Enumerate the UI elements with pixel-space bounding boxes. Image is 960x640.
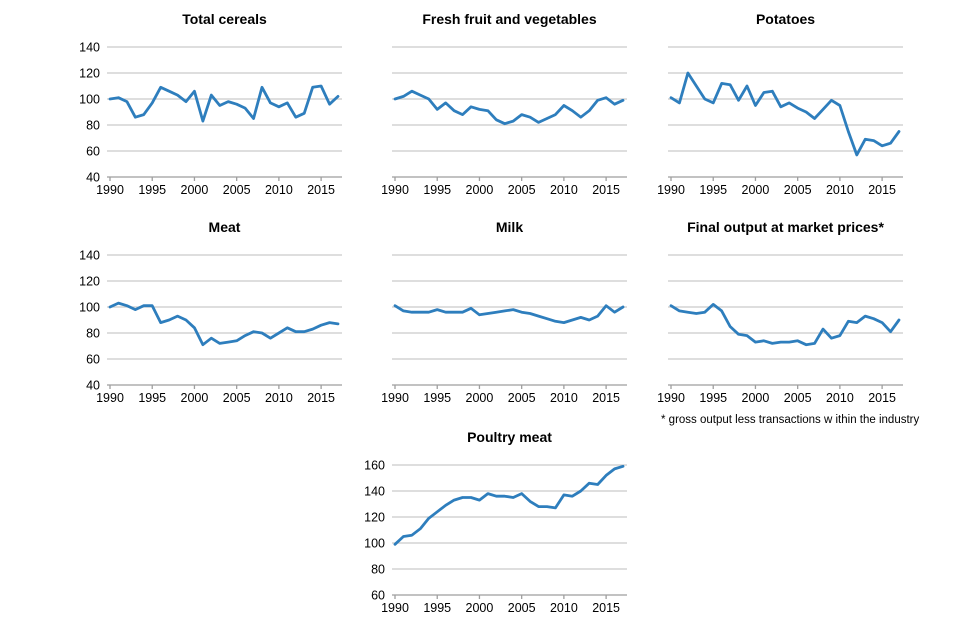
x-tick-label: 2000 <box>466 601 494 615</box>
line-plot: 1990 1995 2000 2005 2010 2015 <box>381 254 627 405</box>
chart-title: Fresh fruit and vegetables <box>422 11 597 27</box>
chart-meat: Meat 140 120 100 80 60 40 1990 1995 2000 2005 2010… <box>63 218 342 411</box>
x-tick-label: 1990 <box>96 183 124 197</box>
y-tick-label: 60 <box>371 589 385 603</box>
chart-title: Meat <box>208 219 241 235</box>
y-tick-label: 60 <box>86 353 100 367</box>
x-tick-label: 2010 <box>265 391 293 405</box>
chart-poultry-meat: Poultry meat 160 140 120 100 80 60 1990 1995 200… <box>348 428 627 621</box>
x-tick-label: 2015 <box>307 183 335 197</box>
y-tick-label: 40 <box>86 379 100 393</box>
chart-title: Milk <box>495 219 524 235</box>
x-tick-label: 2010 <box>826 391 854 405</box>
x-tick-label: 2005 <box>784 183 812 197</box>
x-tick-label: 2015 <box>307 391 335 405</box>
y-tick-label: 60 <box>86 145 100 159</box>
x-tick-label: 2010 <box>550 391 578 405</box>
line-plot: 1990 1995 2000 2005 2010 2015 <box>657 46 903 197</box>
x-tick-label: 2000 <box>181 183 209 197</box>
x-tick-label: 1995 <box>699 183 727 197</box>
x-tick-label: 1990 <box>657 183 685 197</box>
y-tick-label: 140 <box>79 249 100 263</box>
y-tick-label: 160 <box>364 459 385 473</box>
x-tick-label: 2005 <box>784 391 812 405</box>
x-tick-label: 2005 <box>508 391 536 405</box>
y-tick-label: 100 <box>364 537 385 551</box>
x-tick-label: 2000 <box>181 391 209 405</box>
y-tick-label: 120 <box>79 275 100 289</box>
chart-title: Poultry meat <box>467 429 552 445</box>
y-tick-label: 120 <box>79 67 100 81</box>
chart-final-output-at-market-prices: Final output at market prices* 1990 1995 2… <box>624 218 903 411</box>
y-tick-label: 100 <box>79 93 100 107</box>
y-tick-label: 100 <box>79 301 100 315</box>
y-tick-label: 140 <box>79 41 100 55</box>
y-tick-label: 120 <box>364 511 385 525</box>
x-tick-label: 2015 <box>592 183 620 197</box>
x-tick-label: 2015 <box>868 391 896 405</box>
y-tick-label: 40 <box>86 171 100 185</box>
x-tick-label: 2005 <box>508 601 536 615</box>
x-tick-label: 1990 <box>381 391 409 405</box>
x-tick-label: 2010 <box>550 601 578 615</box>
x-tick-label: 2005 <box>508 183 536 197</box>
series-line <box>669 71 901 157</box>
y-tick-label: 80 <box>86 327 100 341</box>
x-tick-label: 2005 <box>223 391 251 405</box>
chart-title: Final output at market prices* <box>687 219 884 235</box>
chart-title: Total cereals <box>182 11 267 27</box>
x-tick-label: 2015 <box>868 183 896 197</box>
series-line <box>108 84 340 123</box>
x-tick-label: 2000 <box>742 183 770 197</box>
series-line <box>669 303 901 347</box>
x-tick-label: 1990 <box>657 391 685 405</box>
x-tick-label: 2010 <box>826 183 854 197</box>
x-tick-label: 1995 <box>138 391 166 405</box>
y-tick-label: 80 <box>86 119 100 133</box>
chart-total-cereals: Total cereals 140 120 100 80 60 40 1990 1995 200… <box>63 10 342 203</box>
chart-milk: Milk 1990 1995 2000 2005 2010 2015 <box>348 218 627 411</box>
chart-potatoes: Potatoes 1990 1995 2000 2005 2010 2015 <box>624 10 903 203</box>
x-tick-label: 1995 <box>699 391 727 405</box>
footnote: * gross output less transactions w ithin… <box>661 414 920 426</box>
chart-fresh-fruit-and-vegetables: Fresh fruit and vegetables 1990 1995 2000 2… <box>348 10 627 203</box>
x-tick-label: 2005 <box>223 183 251 197</box>
x-tick-label: 1995 <box>138 183 166 197</box>
x-tick-label: 1990 <box>381 601 409 615</box>
series-line <box>393 304 625 324</box>
series-line <box>108 301 340 347</box>
x-tick-label: 2000 <box>466 183 494 197</box>
x-tick-label: 2010 <box>265 183 293 197</box>
series-line <box>393 464 625 546</box>
y-tick-label: 140 <box>364 485 385 499</box>
x-tick-label: 1995 <box>423 183 451 197</box>
x-tick-label: 1995 <box>423 391 451 405</box>
x-tick-label: 2010 <box>550 183 578 197</box>
line-plot: 1990 1995 2000 2005 2010 2015 <box>381 46 627 197</box>
series-line <box>393 89 625 126</box>
chart-title: Potatoes <box>755 11 816 27</box>
x-tick-label: 1990 <box>96 391 124 405</box>
x-tick-label: 1990 <box>381 183 409 197</box>
x-tick-label: 2015 <box>592 391 620 405</box>
x-tick-label: 2000 <box>466 391 494 405</box>
x-tick-label: 2000 <box>742 391 770 405</box>
x-tick-label: 1995 <box>423 601 451 615</box>
x-tick-label: 2015 <box>592 601 620 615</box>
line-plot: 1990 1995 2000 2005 2010 2015 <box>657 254 903 405</box>
y-tick-label: 80 <box>371 563 385 577</box>
